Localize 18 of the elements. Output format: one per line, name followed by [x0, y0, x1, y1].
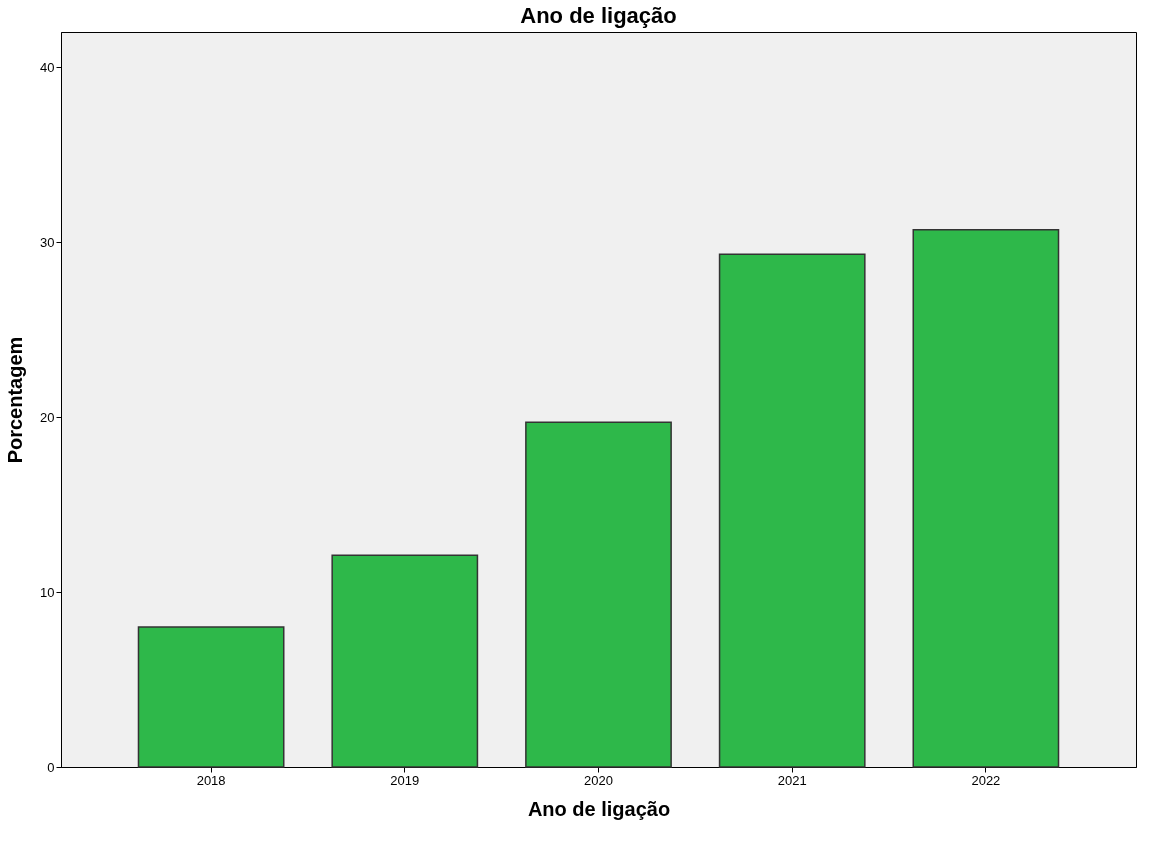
- bar: [718, 253, 866, 768]
- y-tick-label: 20: [40, 409, 55, 425]
- y-tick-label: 40: [40, 59, 55, 75]
- chart-title: Ano de ligação: [520, 3, 677, 28]
- bar: [912, 229, 1060, 768]
- y-tick-label: 30: [40, 234, 55, 250]
- x-axis-title: Ano de ligação: [527, 797, 671, 820]
- bar: [137, 626, 285, 768]
- y-tick-label: 10: [40, 584, 55, 600]
- x-tick-label: 2021: [777, 772, 807, 788]
- x-tick-label: 2022: [971, 772, 1001, 788]
- x-tick-label: 2018: [196, 772, 226, 788]
- x-tick-label: 2020: [584, 772, 613, 788]
- x-tick-label: 2019: [390, 772, 420, 788]
- y-tick-label: 0: [47, 759, 55, 775]
- y-axis-title: Porcentagem: [4, 336, 27, 464]
- bar: [525, 421, 672, 768]
- bar: [331, 554, 479, 768]
